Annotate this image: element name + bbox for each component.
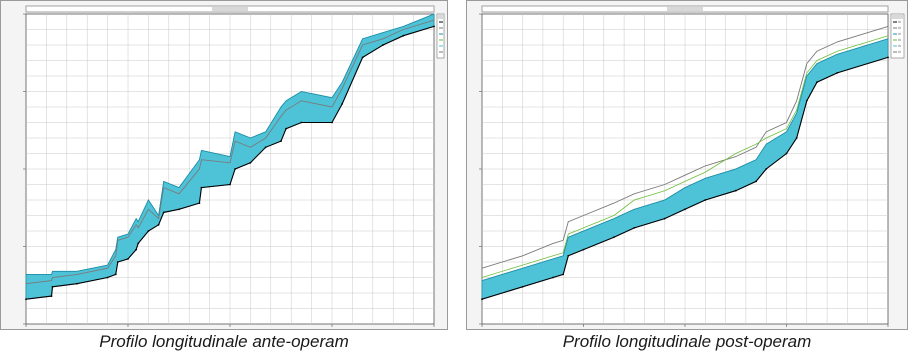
legend: [890, 13, 905, 59]
data-point: [795, 137, 798, 139]
data-point: [249, 161, 252, 164]
series-water-surface-line: [26, 13, 435, 275]
data-point: [633, 227, 636, 229]
data-point: [162, 211, 165, 214]
data-point: [300, 121, 303, 124]
chart-post-operam: [466, 0, 908, 330]
data-point: [755, 180, 757, 183]
legend-entry: [898, 26, 901, 29]
data-point: [147, 230, 150, 232]
data-point: [562, 273, 565, 276]
data-point: [234, 168, 237, 170]
data-point: [567, 254, 570, 257]
chart-ante-operam: [0, 0, 448, 330]
data-point: [361, 56, 364, 59]
data-point: [198, 202, 201, 205]
data-point: [836, 72, 839, 74]
data-point: [137, 242, 140, 245]
data-point: [481, 298, 483, 301]
title-bar-handle: [667, 7, 703, 11]
series-water-surface-line: [481, 38, 889, 281]
legend-entry: [898, 20, 901, 23]
legend-box: [436, 13, 445, 59]
legend-entry: [898, 44, 901, 47]
data-point: [114, 273, 117, 276]
data-point: [613, 236, 615, 239]
data-point: [521, 285, 524, 288]
data-point: [76, 282, 78, 285]
data-point: [341, 103, 344, 105]
data-point: [51, 285, 54, 288]
data-point: [734, 189, 737, 192]
data-point: [106, 276, 109, 279]
data-point: [433, 25, 435, 28]
series-ground-line: [25, 19, 435, 285]
data-point: [285, 127, 287, 130]
data-point: [582, 248, 585, 251]
caption-ante-operam: Profilo longitudinale ante-operam: [99, 332, 349, 351]
chart-ante-operam-svg: [0, 0, 448, 330]
legend-header: [892, 15, 903, 19]
data-point: [785, 152, 788, 155]
data-point: [402, 34, 405, 37]
data-point: [331, 121, 333, 124]
data-point: [178, 208, 180, 211]
data-point: [280, 140, 282, 143]
legend-box: [890, 13, 905, 59]
data-point: [50, 295, 53, 297]
data-point: [25, 298, 27, 301]
chart-post-operam-svg: [466, 0, 908, 330]
data-point: [135, 248, 138, 251]
data-point: [552, 276, 554, 279]
caption-post-operam: Profilo longitudinale post-operam: [562, 332, 812, 351]
series-ground-line: [481, 25, 889, 269]
data-point: [157, 223, 160, 226]
legend-header: [438, 15, 443, 19]
data-point: [116, 261, 119, 263]
data-point: [382, 44, 384, 46]
data-point: [264, 146, 267, 149]
data-point: [765, 168, 768, 170]
data-point: [816, 81, 818, 84]
series-energy-line: [481, 35, 889, 278]
data-point: [229, 183, 231, 186]
data-point: [684, 208, 686, 211]
data-point: [200, 186, 203, 189]
data-point: [663, 217, 666, 220]
data-point: [887, 56, 889, 59]
legend-entry: [898, 32, 901, 35]
data-point: [704, 199, 707, 201]
title-bar-handle: [212, 7, 248, 11]
data-point: [127, 258, 129, 260]
legend-entry: [898, 38, 901, 41]
data-point: [805, 99, 808, 102]
series-bed-line: [481, 56, 889, 300]
legend-entry: [898, 50, 901, 53]
legend: [436, 13, 445, 59]
